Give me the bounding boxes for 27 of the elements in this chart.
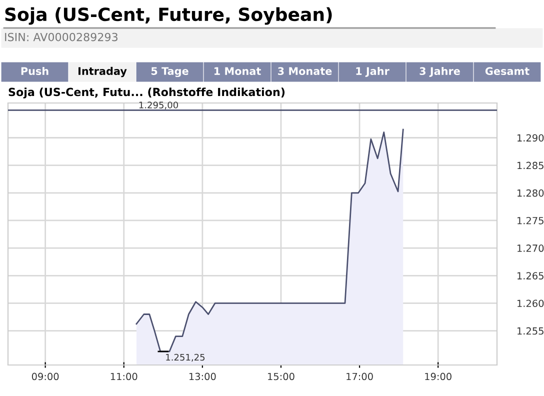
x-tick-label: 15:00 [268, 372, 294, 380]
y-tick-label: 1.275 [518, 216, 544, 224]
annotation: 1.251,25 [166, 354, 205, 362]
x-tick-label: 11:00 [110, 372, 138, 380]
y-tick-label: 1.265 [518, 272, 544, 280]
text: 3 Monate [278, 67, 332, 76]
text: Intraday [78, 66, 127, 78]
y-tick-label: 1.290 [518, 134, 544, 142]
x-tick-label: 09:00 [32, 372, 59, 380]
text: Push [21, 66, 48, 76]
chart-title: Soja (US-Cent, Future, Soybean) [5, 7, 332, 25]
y-tick-label: 1.285 [518, 162, 544, 170]
y-tick-label: 1.260 [518, 300, 544, 308]
text: 5 Tage [151, 67, 188, 78]
y-tick-label: 1.255 [518, 327, 544, 335]
x-tick-label: 17:00 [346, 372, 373, 380]
y-tick-label: 1.270 [518, 244, 544, 252]
text: Gesamt [485, 67, 530, 76]
x-tick-label: 19:00 [425, 372, 452, 380]
text: Soja (US-Cent, Futu... (Rohstoffe Indikation) [8, 88, 285, 98]
y-tick-label: 1.280 [518, 189, 544, 197]
ref-line-label: 1.295,00 [139, 102, 178, 110]
text: 3 Jahre [420, 66, 460, 77]
chart-subtitle: ISIN: AV0000289293 [5, 32, 118, 42]
text: 1 Jahr [356, 66, 390, 77]
x-tick-label: 13:00 [189, 372, 216, 380]
text: 1 Monat [214, 67, 261, 76]
